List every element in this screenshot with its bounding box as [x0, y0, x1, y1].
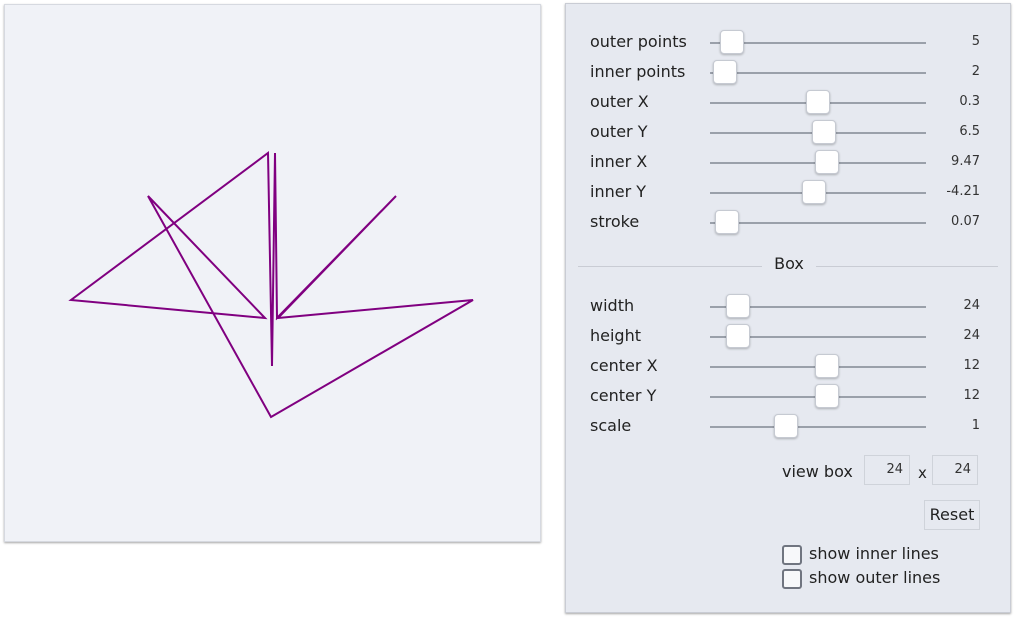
center-y-slider-row: center Y 12 [566, 382, 1012, 412]
scale-slider-thumb[interactable] [773, 414, 798, 438]
inner-points-label: inner points [590, 62, 686, 81]
inner-x-label: inner X [590, 152, 648, 171]
viewbox-label: view box [782, 462, 853, 481]
scale-value: 1 [971, 418, 980, 433]
inner-y-value: -4.21 [946, 184, 980, 199]
box-section-title: Box [774, 254, 804, 273]
inner-y-slider-row: inner Y -4.21 [566, 178, 1012, 208]
stroke-value: 0.07 [951, 214, 980, 229]
checkbox-box[interactable] [782, 569, 802, 589]
height-value: 24 [963, 328, 980, 343]
stroke-label: stroke [590, 212, 640, 231]
stroke-slider-track[interactable] [710, 222, 926, 224]
stroke-slider-row: stroke 0.07 [566, 208, 1012, 238]
inner-y-label: inner Y [590, 182, 647, 201]
height-slider-thumb[interactable] [726, 324, 751, 348]
outer-points-slider-thumb[interactable] [719, 30, 744, 54]
center-x-value: 12 [963, 358, 980, 373]
outer-x-value: 0.3 [959, 94, 980, 109]
box-divider-left [578, 266, 762, 267]
outer-y-slider-row: outer Y 6.5 [566, 118, 1012, 148]
width-value: 24 [963, 298, 980, 313]
star-shape [68, 151, 474, 419]
outer-x-slider-thumb[interactable] [806, 90, 830, 114]
outer-y-label: outer Y [590, 122, 648, 141]
height-slider-track[interactable] [710, 336, 926, 338]
box-divider-right [816, 266, 998, 267]
star-shape-canvas [68, 151, 474, 419]
width-slider-row: width 24 [566, 292, 1012, 322]
outer-points-slider-row: outer points 5 [566, 28, 1012, 58]
center-x-slider-row: center X 12 [566, 352, 1012, 382]
inner-y-slider-thumb[interactable] [801, 180, 826, 204]
width-slider-track[interactable] [710, 306, 926, 308]
inner-x-slider-row: inner X 9.47 [566, 148, 1012, 178]
outer-points-value: 5 [971, 34, 980, 49]
outer-points-label: outer points [590, 32, 687, 51]
inner-x-slider-thumb[interactable] [814, 150, 839, 174]
checkbox-label: show outer lines [809, 568, 941, 587]
outer-points-slider-track[interactable] [710, 42, 926, 44]
reset-button[interactable]: Reset [924, 500, 980, 530]
inner-x-value: 9.47 [951, 154, 980, 169]
checkbox-box[interactable] [782, 545, 802, 565]
center-x-slider-thumb[interactable] [814, 354, 839, 378]
center-y-value: 12 [963, 388, 980, 403]
scale-label: scale [590, 416, 632, 435]
inner-points-slider-track[interactable] [710, 72, 926, 74]
outer-y-value: 6.5 [959, 124, 980, 139]
center-x-label: center X [590, 356, 658, 375]
controls-panel: outer points 5 inner points 2 outer X 0.3 oute… [565, 3, 1011, 613]
viewbox-separator: x [918, 464, 927, 482]
scale-slider-row: scale 1 [566, 412, 1012, 442]
outer-x-slider-row: outer X 0.3 [566, 88, 1012, 118]
stroke-slider-thumb[interactable] [715, 210, 740, 234]
center-y-slider-thumb[interactable] [814, 384, 839, 408]
inner-points-slider-thumb[interactable] [713, 60, 738, 84]
outer-y-slider-thumb[interactable] [812, 120, 837, 144]
outer-x-label: outer X [590, 92, 649, 111]
shape-preview [4, 4, 541, 542]
viewbox-width-input[interactable]: 24 [864, 455, 910, 485]
inner-points-slider-row: inner points 2 [566, 58, 1012, 88]
scale-slider-track[interactable] [710, 426, 926, 428]
height-slider-row: height 24 [566, 322, 1012, 352]
inner-points-value: 2 [971, 64, 980, 79]
width-slider-thumb[interactable] [726, 294, 751, 318]
checkbox-label: show inner lines [809, 544, 939, 563]
viewbox-height-input[interactable]: 24 [932, 455, 978, 485]
center-y-label: center Y [590, 386, 657, 405]
height-label: height [590, 326, 641, 345]
width-label: width [590, 296, 635, 315]
